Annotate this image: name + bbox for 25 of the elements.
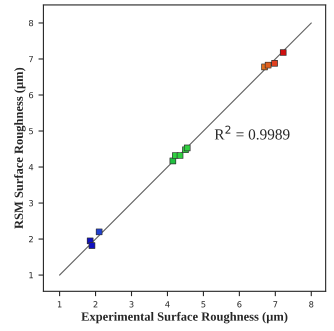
y-tick-label: 1 xyxy=(29,272,33,278)
y-tick-label: 5 xyxy=(29,128,33,134)
x-tick-label: 6 xyxy=(237,301,242,308)
point xyxy=(96,228,102,236)
annotation: R$^{2}$ = 0.9989 xyxy=(214,126,290,140)
x-tick-label: 3 xyxy=(129,301,134,308)
x-tick-label: 7 xyxy=(273,301,278,308)
y-tick-label: 8 xyxy=(28,20,34,26)
y-tick-label: 7 xyxy=(29,56,33,62)
point xyxy=(88,242,96,249)
point xyxy=(280,49,287,56)
y-tick-label: 4 xyxy=(28,164,34,170)
x-tick-label: 8 xyxy=(309,301,314,308)
point xyxy=(271,60,278,67)
y-tick-label: 6 xyxy=(28,92,34,98)
x-tick-label: 2 xyxy=(94,301,98,308)
y-axis-title: RSM Surface Roughness (µm) xyxy=(14,68,26,229)
x-axis-title: Experimental Surface Roughness (µm) xyxy=(81,312,288,324)
point xyxy=(176,152,184,159)
y-tick-label: 2 xyxy=(29,236,33,242)
x-tick-label: 1 xyxy=(58,301,62,308)
x-tick-label: 5 xyxy=(201,301,206,308)
point xyxy=(264,62,272,68)
x-tick-label: 4 xyxy=(165,301,170,308)
y-tick-label: 3 xyxy=(29,200,34,206)
